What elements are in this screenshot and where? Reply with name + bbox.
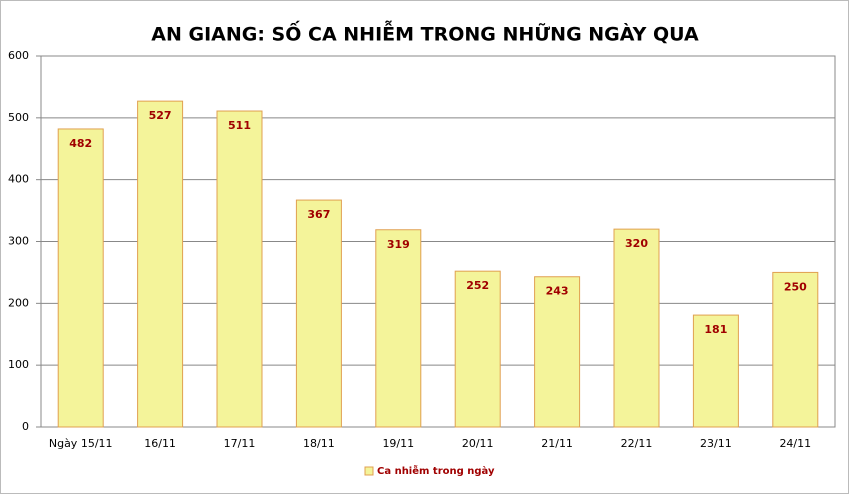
value-label: 367	[307, 208, 330, 221]
value-label: 482	[69, 137, 92, 150]
x-tick-label: 17/11	[224, 437, 256, 450]
y-tick-label: 600	[8, 49, 29, 62]
x-tick-label: 23/11	[700, 437, 732, 450]
bar	[692, 314, 739, 428]
bar	[137, 100, 184, 428]
bar	[295, 199, 342, 428]
x-tick-label: 16/11	[144, 437, 176, 450]
value-label: 527	[149, 109, 172, 122]
x-tick-label: Ngày 15/11	[49, 437, 113, 450]
x-tick-label: 18/11	[303, 437, 335, 450]
value-label: 252	[466, 279, 489, 292]
bar	[375, 229, 422, 428]
x-tick-label: 22/11	[621, 437, 653, 450]
chart-title: AN GIANG: SỐ CA NHIỄM TRONG NHỮNG NGÀY Q…	[151, 19, 699, 46]
y-tick-label: 100	[8, 358, 29, 371]
y-tick-label: 400	[8, 173, 29, 186]
legend-swatch	[364, 466, 374, 476]
bar	[454, 270, 501, 428]
y-tick-label: 200	[8, 296, 29, 309]
bar	[57, 128, 104, 428]
value-label: 320	[625, 237, 648, 250]
value-label: 250	[784, 280, 807, 293]
x-tick-label: 21/11	[541, 437, 573, 450]
x-tick-label: 20/11	[462, 437, 494, 450]
bar	[216, 110, 263, 428]
value-label: 319	[387, 238, 410, 251]
x-tick-label: 24/11	[779, 437, 811, 450]
value-label: 511	[228, 119, 251, 132]
x-tick-label: 19/11	[382, 437, 414, 450]
bar	[534, 276, 581, 428]
y-tick-label: 300	[8, 235, 29, 248]
value-label: 181	[704, 323, 727, 336]
legend-label: Ca nhiễm trong ngày	[377, 464, 495, 477]
bar	[613, 228, 660, 428]
bar	[772, 271, 819, 428]
y-tick-label: 500	[8, 111, 29, 124]
value-label: 243	[546, 285, 569, 298]
y-tick-label: 0	[22, 420, 29, 433]
